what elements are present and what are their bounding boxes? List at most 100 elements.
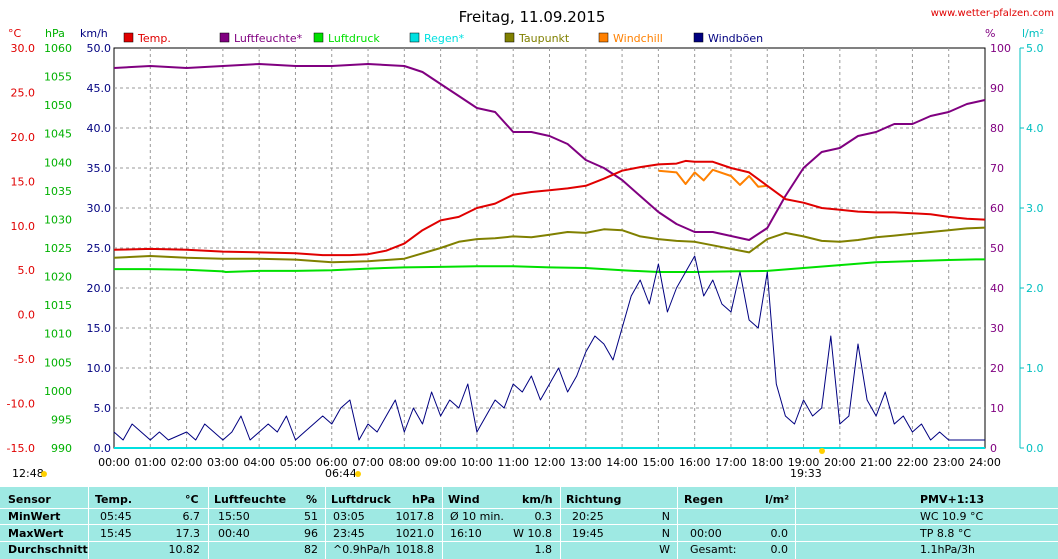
pressure-tick-label: 1005 — [44, 356, 72, 369]
humidity-unit-label: % — [985, 27, 995, 40]
x-tick-label: 09:00 — [425, 456, 457, 469]
temp-tick-label: 15.0 — [11, 175, 36, 188]
x-tick-label: 08:00 — [388, 456, 420, 469]
table-cell-p_val: 1021.0 — [395, 527, 435, 540]
legend-swatch — [504, 32, 515, 43]
summary-table: Sensor Temp. °C Luftfeuchte % Luftdruck … — [0, 487, 1058, 559]
direction-header: Richtung — [566, 493, 622, 506]
pressure-tick-label: 1060 — [44, 42, 72, 55]
weather-chart: Freitag, 11.09.2015 www.wetter-pfalzen.c… — [7, 8, 1054, 480]
humidity-tick-label: 60 — [990, 202, 1004, 215]
rain-tick-label: 3.0 — [1026, 202, 1044, 215]
pressure-series-line — [114, 258, 985, 273]
legend-swatch — [123, 32, 134, 43]
pressure-unit-label: hPa — [45, 27, 65, 40]
pressure-tick-label: 995 — [51, 413, 72, 426]
pressure-tick-label: 1035 — [44, 185, 72, 198]
pressure-header: Luftdruck — [331, 493, 391, 506]
pressure-tick-label: 1030 — [44, 213, 72, 226]
legend-label: Luftdruck — [328, 32, 380, 45]
grid — [114, 48, 985, 448]
x-tick-label: 20:00 — [824, 456, 856, 469]
rain-tick-label: 2.0 — [1026, 282, 1044, 295]
rain-unit: l/m² — [765, 493, 790, 506]
humidity-series-line — [113, 63, 986, 241]
table-cell-d_time: 20:25 — [572, 510, 604, 523]
x-tick-label: 04:00 — [243, 456, 275, 469]
legend-label: Windböen — [708, 32, 763, 45]
humidity-tick-label: 10 — [990, 402, 1004, 415]
table-cell-t_val: 17.3 — [175, 527, 201, 540]
x-tick-label: 11:00 — [497, 456, 529, 469]
pressure-tick-label: 990 — [51, 442, 72, 455]
temp-unit-label: °C — [8, 27, 22, 40]
pressure-tick-label: 1040 — [44, 156, 72, 169]
legend-label: Taupunkt — [518, 32, 570, 45]
x-axis-labels: 00:00 01:00 02:00 03:00 04:00 05:00 06:00 07:00… — [98, 456, 1001, 469]
table-cell-h_val: 51 — [304, 510, 318, 523]
sunrise-label: 06:44 — [325, 467, 357, 480]
x-tick-label: 18:00 — [751, 456, 783, 469]
temp-tick-label: 25.0 — [11, 86, 36, 99]
temp-header: Temp. — [95, 493, 133, 506]
rain-header: Regen — [684, 493, 724, 506]
temp-series-line — [113, 159, 986, 257]
temp-tick-label: -5.0 — [14, 353, 35, 366]
wind-unit: km/h — [522, 493, 553, 506]
temp-tick-label: -10.0 — [7, 398, 35, 411]
table-cell-w_val: W 10.8 — [513, 527, 552, 540]
humidity-tick-label: 30 — [990, 322, 1004, 335]
pressure-unit: hPa — [412, 493, 436, 506]
windchill-series-line — [658, 168, 768, 188]
x-tick-label: 21:00 — [860, 456, 892, 469]
dewpoint-series-line — [113, 226, 986, 264]
legend-swatch — [313, 32, 324, 43]
day-start-label: 12:48 — [12, 467, 44, 480]
x-tick-label: 01:00 — [134, 456, 166, 469]
wind-header: Wind — [448, 493, 480, 506]
table-cell-w_time: Ø 10 min. — [450, 510, 504, 523]
wind-tick-label: 30.0 — [87, 202, 112, 215]
humidity-tick-label: 70 — [990, 162, 1004, 175]
legend-label: Temp. — [137, 32, 171, 45]
table-cell-pmv: WC 10.9 °C — [920, 510, 984, 523]
table-cell-d_time: 19:45 — [572, 527, 604, 540]
temp-tick-label: 10.0 — [11, 220, 36, 233]
humidity-tick-label: 0 — [990, 442, 997, 455]
wind-tick-label: 50.0 — [87, 42, 112, 55]
wind-tick-label: 45.0 — [87, 82, 112, 95]
sensor-header: Sensor — [8, 493, 51, 506]
table-cell-label: Durchschnitt — [8, 543, 88, 556]
legend-swatch — [219, 32, 230, 43]
pressure-tick-label: 1050 — [44, 99, 72, 112]
humidity-tick-label: 20 — [990, 362, 1004, 375]
table-cell-t_val: 6.7 — [182, 510, 201, 523]
wind-unit-label: km/h — [80, 27, 108, 40]
table-cell-w_time: 16:10 — [450, 527, 482, 540]
x-tick-label: 14:00 — [606, 456, 638, 469]
sunrise-sun-icon — [355, 471, 361, 477]
temp-tick-label: 5.0 — [18, 264, 36, 277]
table-cell-p_time: ^0.9hPa/h — [333, 543, 391, 556]
axis-unit-labels: °C hPa km/h% l/m² — [8, 27, 1044, 40]
table-cell-d_val: N — [661, 527, 670, 540]
table-cell-r_val: 0.0 — [770, 543, 789, 556]
x-tick-label: 23:00 — [933, 456, 965, 469]
temp-unit: °C — [185, 493, 199, 506]
x-tick-label: 05:00 — [280, 456, 312, 469]
table-cell-h_time: 00:40 — [218, 527, 250, 540]
axis-ticks: 30.0 25.0 20.0 15.0 10.0 5.0 0.0 -5.0 -10.0 -15.0… — [7, 42, 1044, 455]
humidity-tick-label: 100 — [990, 42, 1011, 55]
table-cell-pmv: 1.1hPa/3h — [920, 543, 976, 556]
legend-label: Windchill — [613, 32, 663, 45]
x-tick-label: 10:00 — [461, 456, 493, 469]
pressure-tick-label: 1015 — [44, 299, 72, 312]
table-cell-p_time: 23:45 — [333, 527, 365, 540]
table-cell-h_time: 15:50 — [218, 510, 250, 523]
table-cell-p_time: 03:05 — [333, 510, 365, 523]
x-tick-label: 02:00 — [171, 456, 203, 469]
x-tick-label: 24:00 — [969, 456, 1001, 469]
table-cell-d_val: W — [659, 543, 670, 556]
rain-tick-label: 4.0 — [1026, 122, 1044, 135]
x-tick-label: 12:00 — [534, 456, 566, 469]
